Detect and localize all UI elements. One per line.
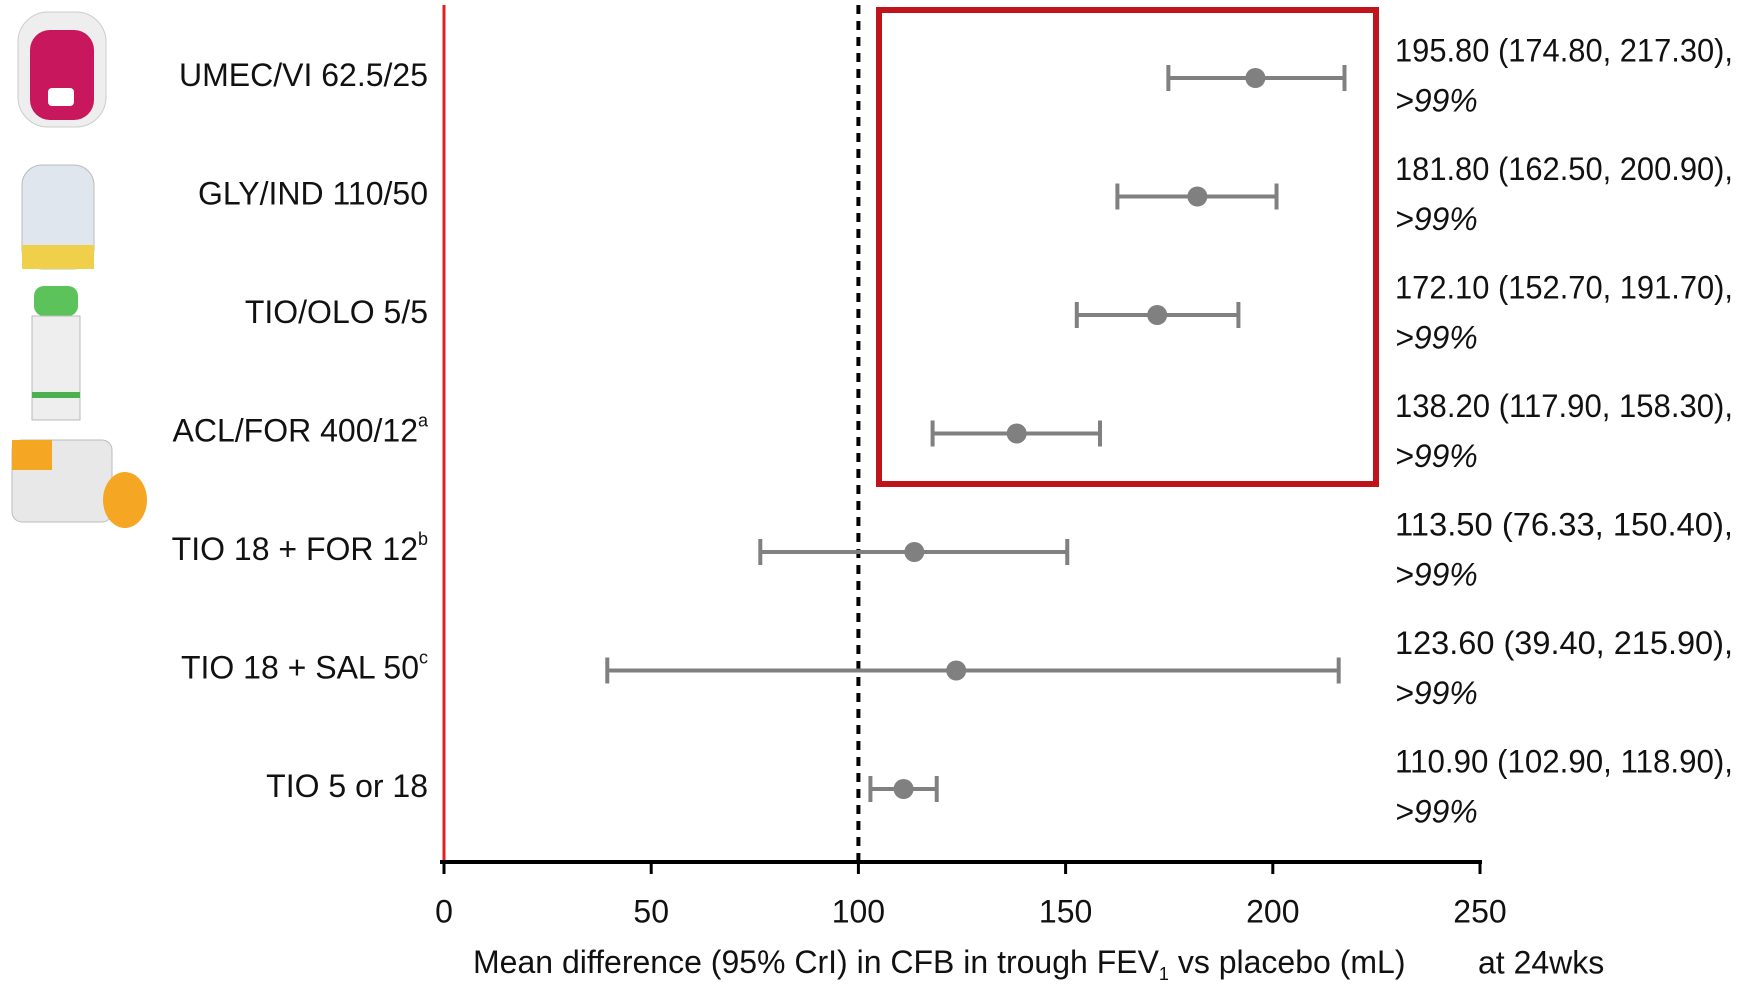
value-label: 195.80 (174.80, 217.30), <box>1395 32 1733 68</box>
category-name: GLY/IND 110/50 <box>198 176 428 212</box>
point-estimate <box>1006 423 1027 444</box>
point-estimate <box>1187 186 1208 207</box>
point-estimate <box>946 660 967 681</box>
category-label: TIO/OLO 5/5 <box>245 294 428 330</box>
probability-label: >99% <box>1395 438 1478 474</box>
value-label: 172.10 (152.70, 191.70), <box>1395 269 1733 305</box>
x-tick-label: 150 <box>1039 893 1092 929</box>
category-label: TIO 18 + SAL 50c <box>181 647 428 686</box>
value-label: 181.80 (162.50, 200.90), <box>1395 151 1733 187</box>
probability-label: >99% <box>1395 675 1478 711</box>
category-label: GLY/IND 110/50 <box>198 176 428 212</box>
category-name: TIO 18 + SAL 50 <box>181 650 419 686</box>
x-tick-label: 100 <box>832 893 885 929</box>
x-tick-label: 250 <box>1453 893 1506 929</box>
point-estimate <box>1245 68 1266 88</box>
x-tick-label: 200 <box>1246 893 1299 929</box>
x-axis-label-main: Mean difference (95% CrI) in CFB in trou… <box>473 944 1160 980</box>
category-label: TIO 5 or 18 <box>266 768 428 804</box>
category-superscript: b <box>418 529 428 549</box>
category-superscript: c <box>419 647 428 667</box>
inhaler-icons <box>11 11 147 528</box>
category-name: TIO/OLO 5/5 <box>245 294 428 330</box>
category-name: TIO 5 or 18 <box>266 768 428 804</box>
point-estimate <box>904 542 925 562</box>
value-label: 138.20 (117.90, 158.30), <box>1395 388 1733 424</box>
category-name: ACL/FOR 400/12 <box>173 413 418 449</box>
probability-label: >99% <box>1395 556 1478 592</box>
x-axis-label: Mean difference (95% CrI) in CFB in trou… <box>473 944 1405 983</box>
category-label: ACL/FOR 400/12a <box>173 410 429 449</box>
probability-label: >99% <box>1395 201 1478 237</box>
probability-label: >99% <box>1395 319 1478 355</box>
x-tick-label: 50 <box>633 893 669 929</box>
category-superscript: a <box>418 410 429 430</box>
value-label: 113.50 (76.33, 150.40), <box>1395 506 1733 542</box>
category-name: TIO 18 + FOR 12 <box>172 531 418 567</box>
category-name: UMEC/VI 62.5/25 <box>179 57 428 93</box>
category-label: TIO 18 + FOR 12b <box>172 529 428 568</box>
probability-label: >99% <box>1395 793 1478 829</box>
annotation: at 24wks <box>1478 944 1604 980</box>
point-estimate <box>1147 305 1168 325</box>
point-estimate <box>893 779 914 799</box>
probability-label: >99% <box>1395 82 1478 118</box>
value-label: 110.90 (102.90, 118.90), <box>1395 743 1733 779</box>
highlight-box <box>876 7 1379 487</box>
x-axis-label-sub: 1 <box>1159 964 1169 984</box>
x-axis-label-rest: vs placebo (mL) <box>1169 944 1406 980</box>
value-label: 123.60 (39.40, 215.90), <box>1395 625 1733 661</box>
x-tick-label: 0 <box>435 893 453 929</box>
category-label: UMEC/VI 62.5/25 <box>179 57 428 93</box>
